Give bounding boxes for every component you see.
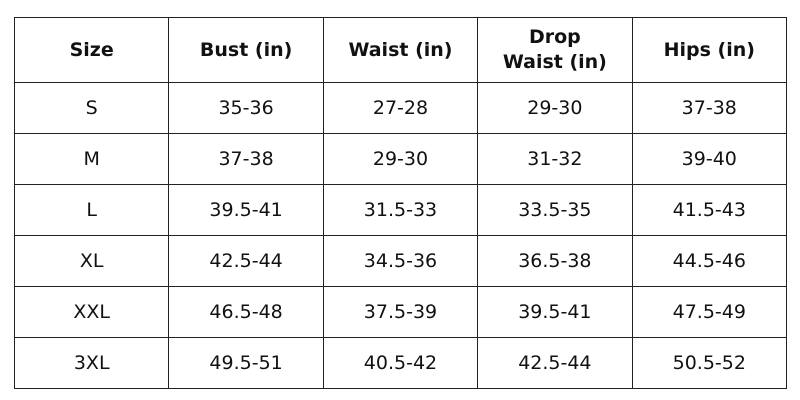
measure-cell: 37.5-39: [322, 286, 479, 338]
table-row: S 35-36 27-28 29-30 37-38: [13, 82, 788, 134]
measure-cell: 35-36: [168, 82, 324, 134]
measure-cell: 39-40: [631, 133, 788, 185]
header-cell: Waist (in): [322, 17, 479, 83]
table-row: M 37-38 29-30 31-32 39-40: [13, 133, 788, 185]
measure-cell: 47.5-49: [631, 286, 788, 338]
size-cell: M: [13, 133, 170, 185]
size-cell: XL: [13, 235, 170, 287]
table-row: XXL 46.5-48 37.5-39 39.5-41 47.5-49: [13, 286, 788, 338]
measure-cell: 42.5-44: [477, 337, 633, 389]
measure-cell: 50.5-52: [631, 337, 788, 389]
measure-cell: 49.5-51: [168, 337, 324, 389]
header-cell: Hips (in): [631, 17, 788, 83]
measure-cell: 37-38: [168, 133, 324, 185]
measure-cell: 31.5-33: [322, 184, 479, 236]
measure-cell: 36.5-38: [477, 235, 633, 287]
measure-cell: 27-28: [322, 82, 479, 134]
measure-cell: 34.5-36: [322, 235, 479, 287]
measure-cell: 33.5-35: [477, 184, 633, 236]
size-cell: S: [13, 82, 170, 134]
measure-cell: 41.5-43: [631, 184, 788, 236]
size-cell: L: [13, 184, 170, 236]
size-table: Size Bust (in) Waist (in) Drop Waist (in) Hi…: [13, 17, 788, 389]
measure-cell: 46.5-48: [168, 286, 324, 338]
measure-cell: 42.5-44: [168, 235, 324, 287]
header-cell: Drop Waist (in): [477, 17, 633, 83]
table-header: Size Bust (in) Waist (in) Drop Waist (in) Hi…: [13, 17, 788, 83]
table-row: XL 42.5-44 34.5-36 36.5-38 44.5-46: [13, 235, 788, 287]
header-row: Size Bust (in) Waist (in) Drop Waist (in) Hi…: [13, 17, 788, 83]
size-cell: 3XL: [13, 337, 170, 389]
measure-cell: 39.5-41: [477, 286, 633, 338]
measure-cell: 31-32: [477, 133, 633, 185]
measure-cell: 29-30: [322, 133, 479, 185]
table-row: 3XL 49.5-51 40.5-42 42.5-44 50.5-52: [13, 337, 788, 389]
measure-cell: 44.5-46: [631, 235, 788, 287]
measure-cell: 29-30: [477, 82, 633, 134]
measure-cell: 40.5-42: [322, 337, 479, 389]
size-cell: XXL: [13, 286, 170, 338]
header-cell: Size: [13, 17, 170, 83]
table-body: S 35-36 27-28 29-30 37-38 M 37-38 29-30 31-32 39-…: [13, 82, 788, 389]
table-row: L 39.5-41 31.5-33 33.5-35 41.5-43: [13, 184, 788, 236]
measure-cell: 37-38: [631, 82, 788, 134]
header-cell: Bust (in): [168, 17, 324, 83]
measure-cell: 39.5-41: [168, 184, 324, 236]
